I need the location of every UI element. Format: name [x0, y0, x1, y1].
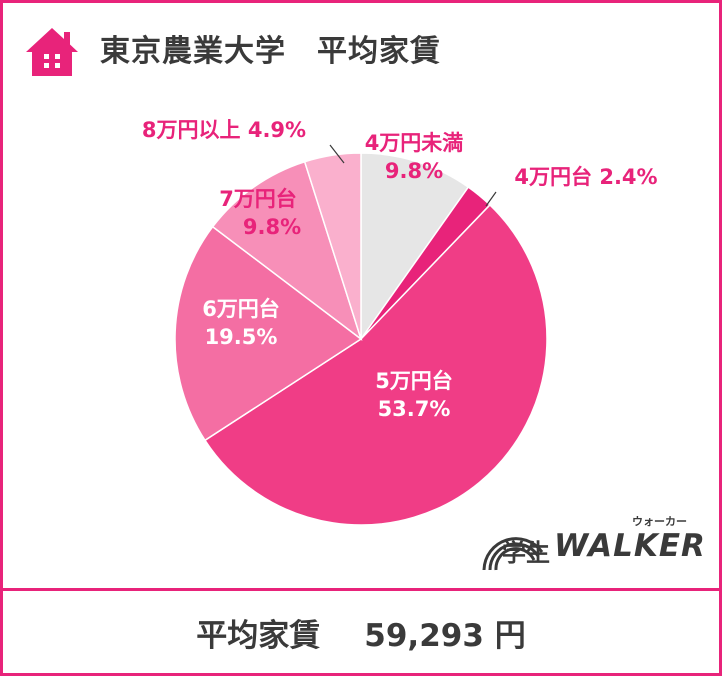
average-rent-label: 平均家賃: [196, 617, 321, 654]
slice-label: 7万円台: [219, 187, 297, 211]
logo-arcs-icon: [482, 537, 544, 571]
label-leader-line: [329, 144, 345, 164]
slice-label: 5万円台: [375, 369, 453, 393]
average-rent-footer: 平均家賃 59,293 円: [0, 591, 722, 673]
pie-slice: [174, 225, 363, 442]
pie-slice: [303, 152, 362, 340]
pie-chart: 4万円未満 9.8% 4万円台 2.4% 5万円台 53.7% 6万円台 19.5% 7万円台…: [142, 118, 658, 526]
logo-ruby: ウォーカー: [632, 515, 687, 528]
slice-value-label: 9.8%: [385, 159, 443, 183]
slice-label: 4万円未満: [365, 131, 464, 155]
slice-label: 8万円以上 4.9%: [142, 118, 306, 142]
slice-value-label: 9.8%: [243, 215, 301, 239]
page-title: 東京農業大学 平均家賃: [100, 34, 441, 69]
slice-label: 6万円台: [202, 297, 280, 321]
label-leader-line: [485, 191, 497, 207]
house-icon: [26, 28, 78, 76]
slice-value-label: 53.7%: [378, 397, 451, 421]
logo-brand: WALKER: [554, 528, 706, 564]
pie-slice: [211, 160, 363, 342]
slice-value-label: 19.5%: [205, 325, 278, 349]
slice-label: 4万円台 2.4%: [514, 165, 657, 189]
pie-slice: [203, 203, 548, 526]
average-rent-amount: 59,293 円: [364, 617, 526, 654]
footer-divider: [0, 588, 722, 591]
logo-kanji: 学生: [502, 539, 550, 567]
pie-slice: [360, 152, 470, 342]
gakusei-walker-logo: 学生 WALKER ウォーカー: [476, 512, 705, 576]
